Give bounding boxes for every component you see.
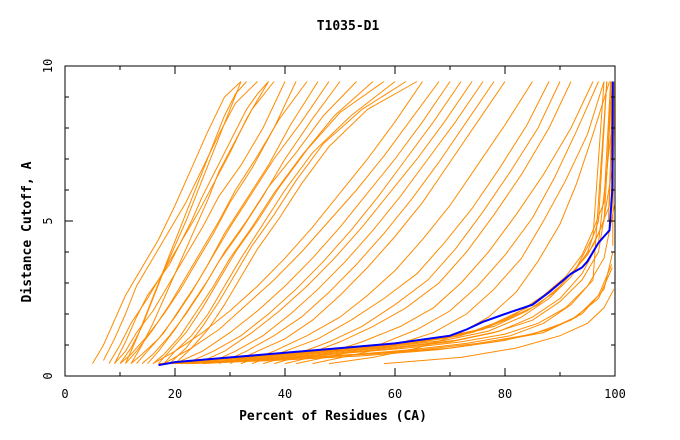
model-line-9 [147,81,357,364]
model-line-10 [152,81,374,364]
model-line-12 [163,81,396,364]
axis-ticks: 0 20 40 60 80 100 0 5 10 [41,59,626,401]
y-tick-label-0: 0 [41,372,55,379]
model-line-25 [218,81,495,365]
y-tick-label-10: 10 [41,59,55,73]
x-tick-label-20: 20 [168,387,182,401]
model-line-28 [251,81,550,365]
model-line-50 [606,81,612,175]
model-line-19 [152,81,423,365]
model-line-26 [229,81,506,365]
x-tick-label-100: 100 [604,387,626,401]
model-line-31 [284,81,594,365]
model-line-41 [180,112,614,365]
model-line-39 [169,81,605,365]
model-line-27 [240,81,533,365]
model-line-30 [273,81,572,365]
model-line-23 [196,81,473,365]
x-tick-label-60: 60 [388,387,402,401]
model-line-7 [136,81,330,364]
model-line-18 [130,81,275,364]
plot-area [92,81,615,367]
model-line-47 [383,288,615,365]
model-line-14 [174,81,418,364]
model-line-24 [207,81,484,365]
x-tick-label-80: 80 [498,387,512,401]
model-line-20 [163,81,440,365]
model-line-5 [125,81,308,364]
highlight-line-0 [158,81,614,367]
x-axis-label: Percent of Residues (CA) [239,409,427,424]
model-line-13 [169,81,407,364]
model-line-38 [169,81,608,365]
model-line-29 [262,81,561,365]
x-tick-label-40: 40 [278,387,292,401]
model-line-43 [191,81,608,365]
model-line-46 [202,251,614,365]
model-line-3 [114,81,286,364]
model-line-0 [92,81,242,364]
y-tick-label-5: 5 [41,217,55,224]
model-line-21 [174,81,451,365]
chart-title: T1035-D1 [317,19,380,34]
model-line-48 [612,81,615,246]
model-line-11 [158,81,385,364]
y-axis-label: Distance Cutoff, A [20,161,35,302]
model-line-22 [185,81,462,365]
x-tick-label-0: 0 [61,387,68,401]
model-line-4 [119,81,297,364]
model-line-17 [125,81,247,364]
model-line-15 [114,81,269,364]
